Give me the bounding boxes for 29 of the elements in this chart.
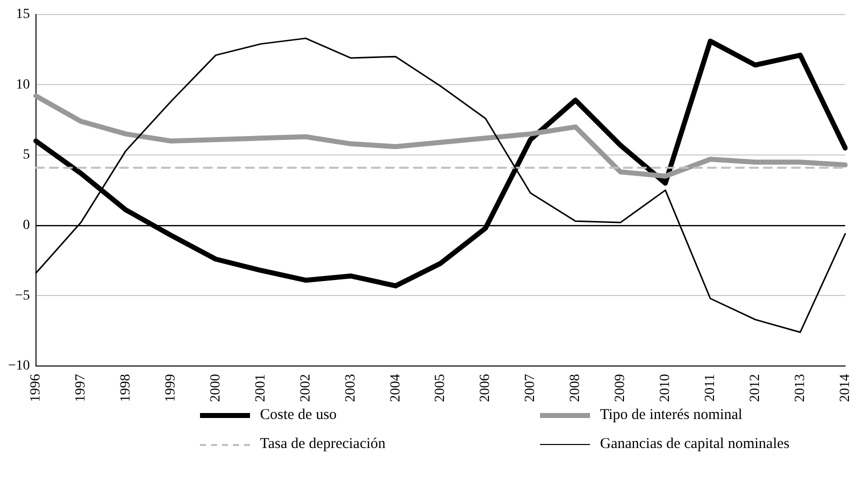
x-tick-label: 2008 bbox=[568, 374, 584, 402]
legend-label: Tipo de interés nominal bbox=[600, 407, 742, 424]
x-tick-label: 2005 bbox=[433, 374, 448, 402]
x-tick-label: 2009 bbox=[613, 374, 628, 402]
x-tick-label: 1996 bbox=[28, 374, 44, 402]
legend-label: Tasa de depreciación bbox=[260, 436, 386, 453]
x-tick-label: 1999 bbox=[163, 374, 178, 402]
x-tick-label: 2004 bbox=[388, 374, 404, 402]
y-tick-label: −5 bbox=[14, 288, 30, 304]
y-tick-label: 5 bbox=[22, 148, 30, 163]
x-tick-label: 2000 bbox=[208, 374, 224, 402]
x-tick-label: 1998 bbox=[118, 374, 134, 402]
x-tick-label: 2002 bbox=[298, 374, 314, 402]
x-tick-label: 2006 bbox=[478, 374, 494, 402]
x-tick-label: 2003 bbox=[343, 374, 358, 402]
y-tick-label: 10 bbox=[16, 77, 30, 92]
x-tick-label: 2007 bbox=[523, 374, 538, 402]
x-tick-label: 2012 bbox=[748, 374, 763, 402]
x-tick-label: 2011 bbox=[702, 374, 718, 402]
x-tick-label: 2013 bbox=[792, 374, 808, 402]
y-tick-label: 15 bbox=[16, 7, 30, 22]
legend-label: Ganancias de capital nominales bbox=[600, 436, 790, 453]
y-tick-label: 0 bbox=[22, 218, 30, 234]
x-tick-label: 1997 bbox=[74, 374, 89, 402]
x-tick-label: 2010 bbox=[658, 374, 674, 402]
x-tick-label: 2014 bbox=[838, 374, 853, 402]
y-tick-label: −10 bbox=[8, 358, 30, 374]
x-tick-label: 2001 bbox=[253, 374, 268, 402]
legend-label: Coste de uso bbox=[260, 407, 337, 424]
